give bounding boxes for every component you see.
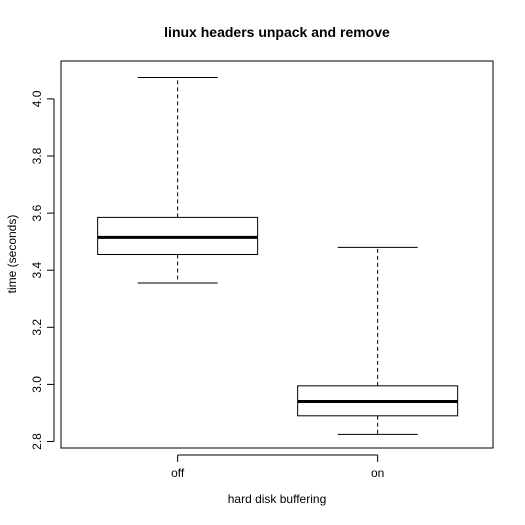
y-axis: 2.8 3.0 3.2 3.4 3.6 3.8 4.0: [30, 90, 55, 450]
box-off: [97, 76, 259, 284]
box-on: [297, 246, 459, 435]
chart-title: linux headers unpack and remove: [164, 24, 390, 40]
y-axis-label: time (seconds): [5, 215, 19, 294]
y-tick-label: 4.0: [30, 90, 44, 107]
y-tick-label: 3.6: [30, 204, 44, 221]
x-tick-label: off: [171, 466, 185, 480]
x-axis: off on: [171, 454, 384, 480]
y-tick-label: 3.0: [30, 376, 44, 393]
x-tick-label: on: [371, 466, 384, 480]
y-tick-label: 3.2: [30, 319, 44, 336]
boxes-group: [97, 76, 459, 435]
y-tick-label: 3.4: [30, 262, 44, 279]
x-axis-label: hard disk buffering: [228, 492, 327, 506]
y-tick-label: 3.8: [30, 147, 44, 164]
y-tick-label: 2.8: [30, 433, 44, 450]
plot-frame: [60, 60, 494, 449]
